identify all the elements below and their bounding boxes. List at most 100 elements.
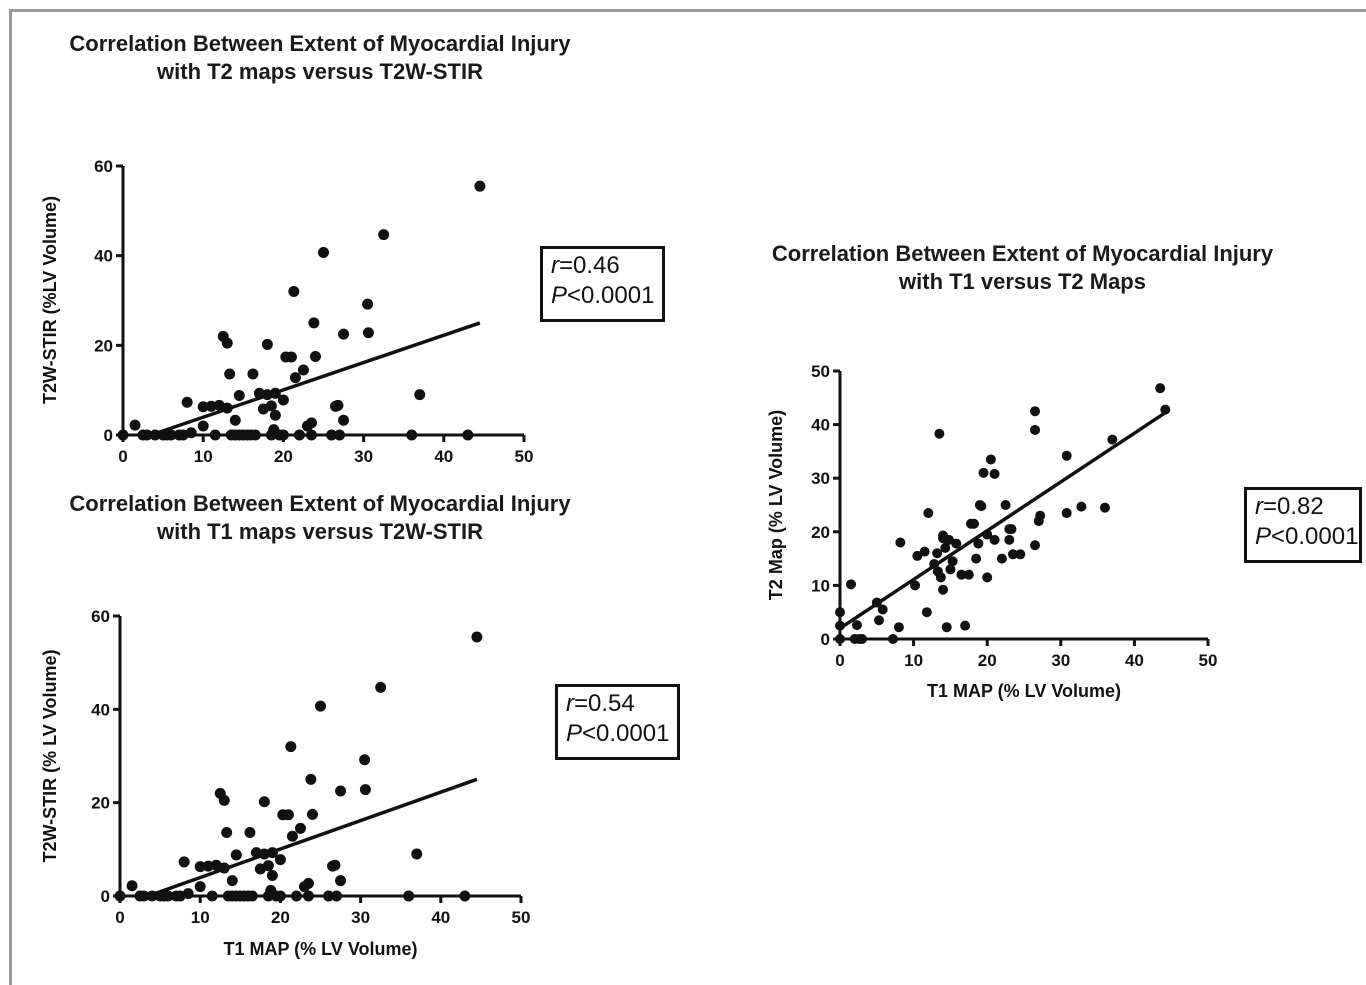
data-point (305, 773, 317, 785)
data-point (951, 538, 962, 549)
data-point (406, 429, 418, 441)
data-point (315, 700, 326, 712)
regression-line (150, 321, 481, 437)
y-tick-label: 60 (91, 607, 110, 626)
data-point (302, 877, 314, 889)
data-point (285, 351, 297, 363)
data-point (218, 794, 230, 806)
data-point (277, 394, 289, 406)
data-point (411, 848, 423, 860)
x-tick-label: 0 (115, 908, 124, 927)
p-stat: P<0.0001 (1255, 523, 1359, 550)
data-point (277, 429, 289, 441)
x-tick-label: 40 (431, 908, 450, 927)
data-point (305, 429, 317, 441)
x-tick-label: 40 (434, 447, 453, 466)
data-point (910, 580, 921, 591)
y-tick-label: 40 (811, 416, 830, 435)
x-tick-label: 10 (904, 651, 923, 670)
data-point (362, 298, 374, 310)
x-tick-label: 30 (1051, 651, 1070, 670)
data-point (226, 875, 238, 887)
data-point (332, 399, 344, 411)
chart-title-t1-vs-t2: Correlation Between Extent of Myocardial… (771, 241, 1274, 294)
data-point (297, 364, 309, 376)
data-point (1155, 383, 1166, 394)
data-point (178, 856, 190, 868)
data-point (956, 569, 967, 580)
data-point (306, 808, 318, 820)
y-tick-label: 40 (91, 700, 110, 719)
data-point (375, 681, 387, 693)
data-point (1004, 534, 1015, 545)
data-point (194, 881, 206, 893)
data-point (459, 890, 471, 902)
data-point (162, 890, 174, 902)
data-point (182, 888, 194, 900)
y-tick-label: 20 (811, 523, 830, 542)
x-tick-label: 20 (978, 651, 997, 670)
y-axis-title: T2 Map (% LV Volume) (766, 410, 786, 600)
x-tick-label: 20 (274, 447, 293, 466)
data-point (334, 429, 346, 441)
data-point (835, 607, 845, 618)
data-point (874, 615, 885, 626)
data-point (877, 604, 888, 615)
x-tick-label: 30 (354, 447, 373, 466)
data-point (947, 556, 958, 567)
data-point (1007, 549, 1018, 560)
stats-box-t1-vs-stir: r=0.54 P<0.0001 (555, 684, 680, 760)
data-point (414, 389, 426, 401)
data-point (266, 847, 278, 859)
data-point (1006, 524, 1017, 535)
data-point (221, 402, 233, 414)
data-point (471, 631, 483, 643)
data-point (146, 890, 158, 902)
data-point (1061, 508, 1072, 519)
data-point (1030, 406, 1041, 417)
data-point (129, 419, 141, 431)
data-point (982, 572, 993, 583)
data-point (960, 620, 971, 631)
data-point (308, 317, 320, 329)
data-point (923, 508, 934, 519)
p-stat: P<0.0001 (566, 720, 670, 747)
data-point (197, 420, 209, 432)
data-point (221, 827, 233, 839)
data-point (1061, 450, 1072, 461)
stats-box-t2-vs-stir: r=0.46 P<0.0001 (540, 246, 665, 322)
data-point (851, 620, 862, 631)
data-point (462, 429, 474, 441)
data-point (335, 785, 347, 797)
data-point (359, 754, 371, 766)
data-point (262, 860, 274, 872)
data-point (165, 429, 177, 441)
data-point (943, 534, 954, 545)
x-tick-label: 50 (1199, 651, 1218, 670)
data-point (1160, 404, 1171, 415)
data-point (229, 414, 241, 426)
data-point (323, 890, 335, 902)
data-point (941, 622, 952, 633)
x-axis-title: T1 MAP (% LV Volume) (223, 939, 417, 959)
data-point (934, 428, 945, 439)
data-point (835, 620, 845, 631)
y-tick-label: 50 (811, 362, 830, 381)
data-point (138, 890, 150, 902)
data-point (266, 869, 278, 881)
y-tick-label: 0 (101, 887, 110, 906)
data-point (265, 400, 277, 412)
data-point (963, 569, 974, 580)
data-point (230, 849, 242, 861)
data-point (181, 396, 193, 408)
data-point (285, 741, 297, 753)
data-point (274, 854, 286, 866)
data-point (126, 880, 138, 892)
data-point (857, 634, 868, 644)
x-tick-label: 10 (191, 908, 210, 927)
data-point (293, 429, 305, 441)
y-tick-label: 30 (811, 469, 830, 488)
x-axis-title: T1 MAP (% LV Volume) (927, 681, 1121, 701)
regression-line (147, 777, 478, 898)
data-point (893, 622, 904, 633)
